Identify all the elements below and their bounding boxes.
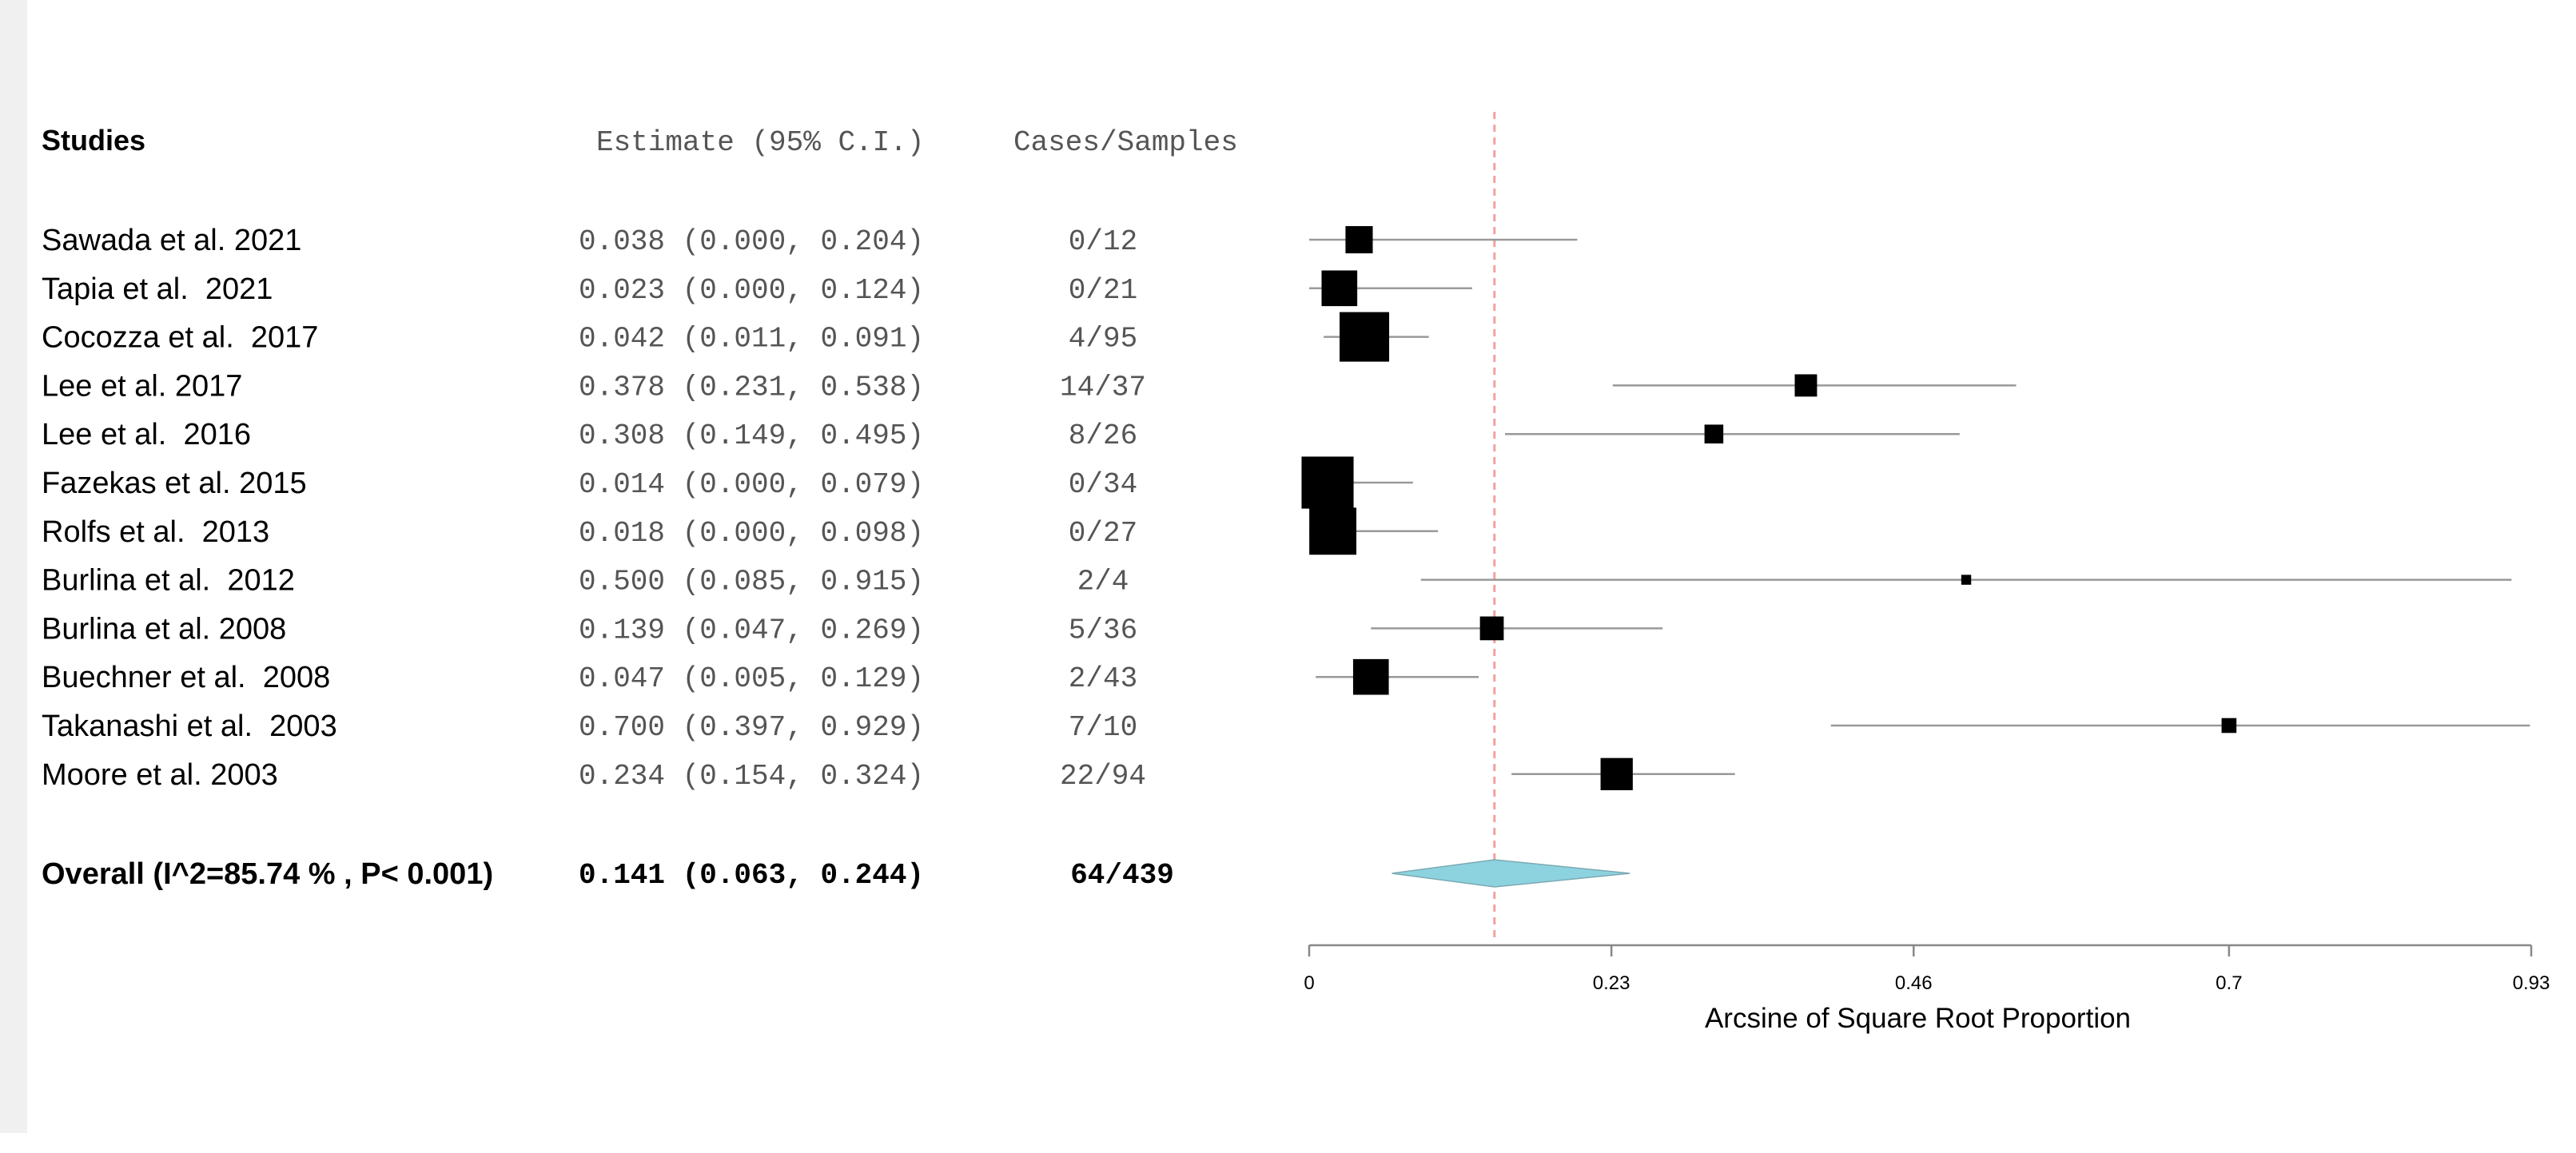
- study-estimate: 0.018 (0.000, 0.098): [579, 517, 924, 550]
- study-point-box: [1352, 658, 1389, 695]
- study-estimate: 0.378 (0.231, 0.538): [579, 371, 924, 404]
- study-point-box: [1704, 424, 1724, 443]
- study-label: Moore et al. 2003: [42, 758, 278, 792]
- column-headers: Studies Estimate (95% C.I.) Cases/Sample…: [42, 124, 1238, 159]
- study-cases: 2/4: [1077, 566, 1129, 598]
- study-cases: 0/12: [1069, 225, 1137, 258]
- study-estimate: 0.500 (0.085, 0.915): [579, 566, 924, 598]
- study-point-box: [1301, 456, 1354, 509]
- study-label: Buechner et al. 2008: [42, 661, 330, 694]
- estimate-header: Estimate (95% C.I.): [596, 126, 924, 159]
- x-tick-label: 0: [1304, 972, 1314, 994]
- study-label: Rolfs et al. 2013: [42, 515, 269, 549]
- study-cases: 4/95: [1069, 323, 1137, 356]
- left-border-strip: [0, 0, 27, 1133]
- study-estimate: 0.042 (0.011, 0.091): [579, 323, 924, 356]
- x-tick-label: 0.46: [1895, 972, 1933, 994]
- overall-cases: 64/439: [1070, 859, 1174, 892]
- x-axis: 0 0.23 0.46 0.7 0.93 Arcsine of Square Root P…: [1304, 944, 2550, 1034]
- study-label: Lee et al. 2017: [42, 369, 242, 403]
- study-estimate: 0.700 (0.397, 0.929): [579, 711, 924, 744]
- study-cases: 22/94: [1060, 760, 1146, 793]
- study-point-box: [1600, 757, 1633, 790]
- study-point-box: [1309, 507, 1357, 555]
- study-label: Cocozza et al. 2017: [42, 321, 318, 355]
- study-cases: 0/27: [1069, 517, 1137, 550]
- study-label: Burlina et al. 2008: [42, 612, 286, 646]
- study-estimate: 0.023 (0.000, 0.124): [579, 274, 924, 307]
- x-tick-label: 0.7: [2216, 972, 2242, 994]
- study-label: Tapia et al. 2021: [42, 272, 273, 306]
- study-point-box: [1321, 270, 1358, 307]
- study-estimate: 0.308 (0.149, 0.495): [579, 419, 924, 452]
- study-estimate: 0.139 (0.047, 0.269): [579, 614, 924, 646]
- study-estimate: 0.014 (0.000, 0.079): [579, 468, 924, 501]
- x-axis-label: Arcsine of Square Root Proportion: [1705, 1003, 2131, 1034]
- x-tick-label: 0.93: [2513, 972, 2550, 994]
- study-label: Fazekas et al. 2015: [42, 467, 307, 500]
- study-point-box: [1479, 616, 1504, 641]
- study-point-box: [1345, 225, 1373, 254]
- study-point-box: [1794, 374, 1818, 397]
- study-label: Lee et al. 2016: [42, 418, 251, 451]
- study-estimate: 0.038 (0.000, 0.204): [579, 225, 924, 258]
- studies-header: Studies: [42, 124, 145, 157]
- study-cases: 5/36: [1069, 614, 1137, 646]
- study-point-box: [1340, 312, 1390, 362]
- study-cases: 7/10: [1069, 711, 1137, 744]
- study-rows: Sawada et al. 2021 0.038 (0.000, 0.204) 0/…: [42, 224, 1174, 892]
- study-point-box: [1961, 575, 1972, 585]
- study-cases: 14/37: [1060, 371, 1146, 404]
- x-tick-label: 0.23: [1593, 972, 1630, 994]
- overall-diamond: [1392, 859, 1630, 888]
- study-cases: 8/26: [1069, 419, 1137, 452]
- study-cases: 2/43: [1069, 662, 1137, 695]
- study-label: Takanashi et al. 2003: [42, 710, 337, 743]
- cases-header: Cases/Samples: [1013, 126, 1238, 159]
- plot-area: [1301, 112, 2530, 939]
- overall-estimate: 0.141 (0.063, 0.244): [579, 859, 924, 892]
- overall-label: Overall (I^2=85.74 % , P< 0.001): [42, 857, 493, 891]
- study-label: Burlina et al. 2012: [42, 564, 295, 598]
- study-label: Sawada et al. 2021: [42, 224, 301, 257]
- study-cases: 0/34: [1069, 468, 1137, 501]
- study-estimate: 0.047 (0.005, 0.129): [579, 662, 924, 695]
- study-estimate: 0.234 (0.154, 0.324): [579, 760, 924, 793]
- study-cases: 0/21: [1069, 274, 1137, 307]
- study-point-box: [2221, 718, 2237, 734]
